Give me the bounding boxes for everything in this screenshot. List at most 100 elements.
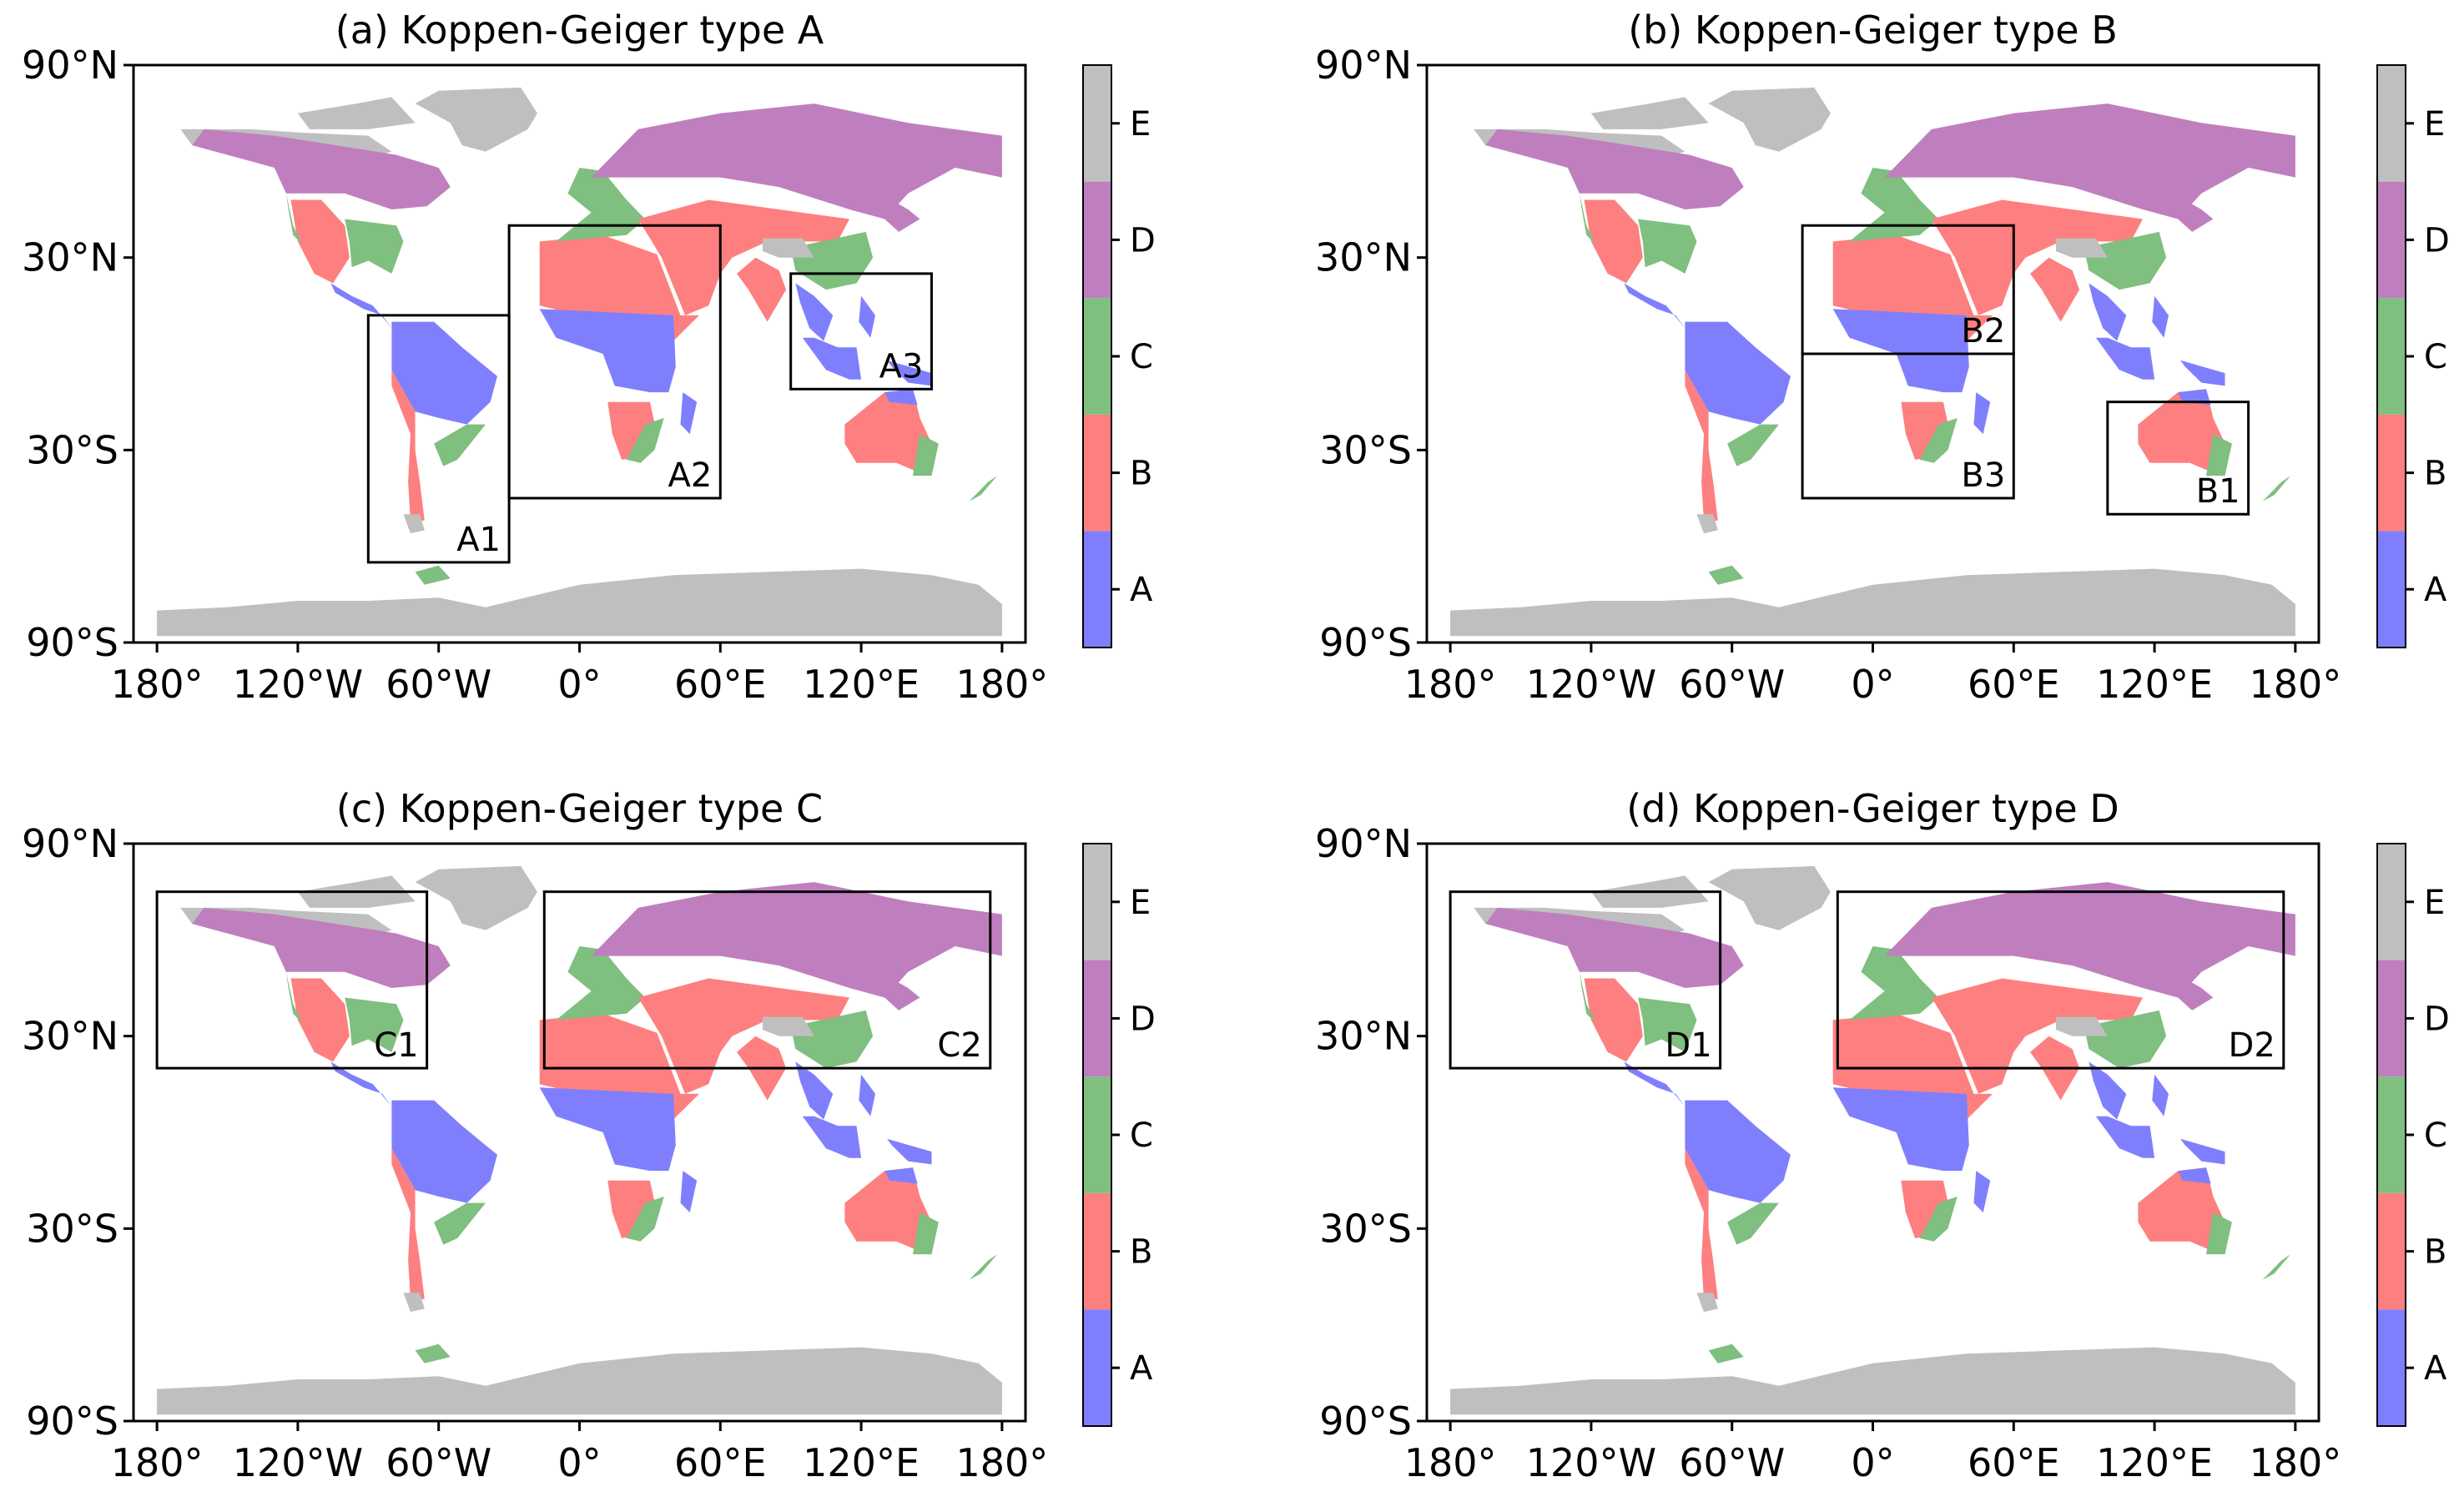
region-box-c2 [542, 890, 992, 1070]
climate-area-b [1685, 370, 1718, 521]
y-tick-label: 90°N [1315, 821, 1412, 866]
climate-area-e [762, 1016, 814, 1036]
climate-area-c [1638, 997, 1697, 1052]
climate-area-c [434, 424, 486, 466]
climate-area-e [1708, 865, 1831, 930]
colorbar-tick-label: C [1130, 1116, 1153, 1155]
colorbar-tick-label: C [1130, 338, 1153, 376]
climate-area-d [1884, 103, 2295, 219]
climate-area-a [1973, 1171, 1991, 1213]
climate-area-c [415, 565, 451, 585]
climate-area-d [2173, 971, 2214, 1011]
climate-area-c [626, 1196, 664, 1242]
colorbar-segment-e [2377, 65, 2406, 182]
y-tick-label: 30°S [26, 427, 118, 472]
climate-area-d [1485, 129, 1744, 209]
x-tick-label: 180° [111, 1440, 204, 1485]
colorbar-tick-label: E [2424, 105, 2445, 144]
colorbar-frame [2376, 843, 2406, 1427]
panel-title: (a) Koppen-Geiger type A [335, 8, 824, 53]
colorbar-tick-label: E [2424, 884, 2445, 922]
colorbar-tick-label: B [2424, 1233, 2446, 1272]
region-label-c1: C1 [374, 1026, 418, 1065]
region-label-b2: B2 [1961, 312, 2005, 350]
colorbar-tick-label: E [1130, 105, 1151, 144]
y-tick-label: 90°S [1319, 1399, 1412, 1444]
climate-area-b [1584, 199, 1643, 284]
region-box-a3 [789, 272, 933, 391]
x-tick-label: 0° [1851, 1440, 1894, 1485]
x-tick-label: 120°E [803, 1440, 920, 1485]
climate-area-a [802, 1116, 862, 1158]
colorbar-tick-label: D [2424, 1000, 2450, 1038]
colorbar-segment-d [1083, 960, 1111, 1077]
colorbar-segment-d [2377, 960, 2406, 1077]
colorbar-segment-b [2377, 414, 2406, 532]
climate-area-b [2138, 389, 2225, 476]
colorbar-segment-b [1083, 414, 1111, 532]
climate-area-c [345, 997, 404, 1052]
climate-area-a [539, 309, 676, 393]
climate-area-c [1849, 168, 1939, 242]
y-tick-label: 30°N [22, 235, 118, 280]
x-tick-label: 180° [955, 662, 1048, 707]
colorbar: A B C D E [1082, 64, 1156, 648]
x-tick-label: 120°W [233, 662, 363, 707]
x-tick-label: 180° [1404, 1440, 1497, 1485]
region-label-a3: A3 [879, 347, 924, 386]
panel-title: (b) Koppen-Geiger type B [1628, 8, 2118, 53]
colorbar-segment-b [2377, 1192, 2406, 1310]
climate-area-b [290, 199, 350, 284]
x-tick-label: 120°E [2096, 1440, 2213, 1485]
x-tick-label: 180° [111, 662, 204, 707]
climate-area-b [844, 1167, 932, 1255]
climate-area-a [391, 1100, 497, 1203]
climate-area-c [1919, 1196, 1958, 1242]
region-label-b3: B3 [1961, 456, 2005, 495]
climate-area-c [1579, 193, 1596, 245]
colorbar-tick-label: A [1130, 571, 1153, 609]
colorbar-tick-label: D [1130, 221, 1156, 260]
region-label-a2: A2 [668, 456, 712, 495]
y-tick-label: 30°S [1319, 427, 1412, 472]
land-classes [157, 865, 1002, 1415]
climate-area-a [2089, 283, 2127, 341]
colorbar-segment-e [2377, 844, 2406, 960]
land-classes [157, 87, 1002, 637]
x-tick-label: 60°W [1679, 1440, 1785, 1485]
climate-area-e [157, 568, 1002, 637]
climate-area-b [737, 257, 787, 322]
climate-area-a [2095, 337, 2155, 380]
climate-area-a [1685, 321, 1791, 425]
climate-area-e [415, 865, 537, 930]
colorbar-tick-label: D [1130, 1000, 1156, 1038]
x-tick-label: 180° [2249, 662, 2341, 707]
climate-area-d [192, 907, 451, 988]
climate-area-a [2152, 1074, 2169, 1116]
climate-area-b [637, 978, 849, 1094]
climate-area-a [859, 1074, 875, 1116]
climate-area-b [1931, 978, 2143, 1094]
colorbar-segment-a [1083, 1309, 1111, 1426]
climate-area-a [2095, 1116, 2155, 1158]
climate-area-c [1727, 424, 1779, 466]
climate-area-e [297, 97, 416, 129]
climate-area-a [859, 295, 875, 338]
panel-title: (c) Koppen-Geiger type C [336, 786, 823, 831]
climate-area-e [1450, 568, 2295, 637]
climate-area-d [879, 193, 920, 232]
climate-area-c [913, 1212, 939, 1255]
colorbar-segment-c [1083, 298, 1111, 415]
climate-area-c [790, 1010, 874, 1069]
colorbar: A B C D E [1082, 843, 1156, 1427]
y-tick-label: 90°S [1319, 620, 1412, 665]
colorbar: A B C D E [2376, 64, 2450, 648]
climate-area-a [330, 283, 392, 329]
climate-area-c [556, 168, 646, 242]
climate-area-a [887, 1138, 932, 1165]
colorbar-tick-label: A [1130, 1349, 1153, 1388]
x-tick-label: 60°W [1679, 662, 1785, 707]
climate-area-b [637, 199, 849, 315]
climate-area-c [1919, 417, 1958, 463]
